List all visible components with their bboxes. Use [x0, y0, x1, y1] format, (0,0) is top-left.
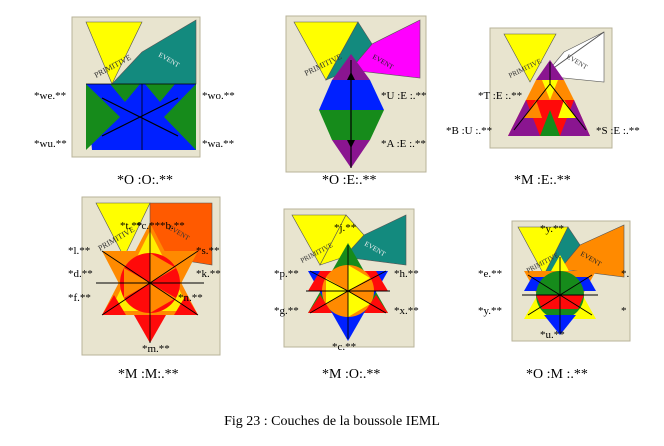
pointer-line: [547, 31, 605, 73]
figure-oe: PRIMITIVE EVENT *U :E :.** *A :E :.** *O…: [220, 0, 444, 195]
yellow-center: [542, 80, 558, 100]
label-t: *t.**: [120, 220, 143, 232]
core-slice: [348, 291, 370, 317]
figure-title: *O :O:.**: [117, 173, 173, 188]
label-n: *n.**: [178, 292, 203, 304]
label-we: *we.**: [34, 90, 67, 102]
radial-lines: [96, 223, 204, 343]
label-g: *g.**: [274, 305, 299, 317]
corner-red: [364, 295, 388, 313]
label-j: *j.**: [334, 222, 357, 234]
label-se: *S :E :.**: [596, 125, 640, 137]
diagram-om: PRIMITIVE EVENT: [511, 220, 631, 342]
label-wo: *wo.**: [202, 90, 235, 102]
core-slice: [150, 283, 176, 313]
label-h: *h.**: [394, 268, 419, 280]
label-c: *c.**: [332, 341, 357, 353]
radial-lines: [306, 245, 390, 339]
diagram-me: PRIMITIVE EVENT: [489, 27, 613, 149]
label-s: *s.**: [196, 245, 220, 257]
orange-left: [524, 100, 542, 118]
figure-caption: Fig 23 : Couches de la boussole IEML: [224, 414, 440, 429]
figure-mo: PRIMITIVE EVENT *j.** *p.** *h.** *g.** …: [240, 195, 440, 393]
green-wedge-top: [110, 84, 140, 102]
diagram-mm: PRIMITIVE EVENT: [81, 196, 221, 356]
label-ue: *U :E :.**: [381, 90, 427, 102]
corner-red: [308, 295, 332, 313]
label-y: *y.**: [478, 305, 503, 317]
label-c: *c.**: [136, 220, 161, 232]
diagram-mo: PRIMITIVE EVENT: [283, 208, 415, 348]
arrow-head: [347, 72, 355, 80]
green-wedge-right: [164, 84, 196, 150]
primitive-triangle: [503, 33, 557, 83]
arrow-line: [513, 83, 551, 131]
label-wu: *wu.**: [34, 138, 67, 150]
figure-title: *O :E:.**: [322, 173, 377, 188]
arrow-line: [549, 83, 587, 131]
diagram-oe: PRIMITIVE EVENT: [285, 15, 427, 173]
label-l: *l.**: [68, 245, 91, 257]
label-k: *k.**: [196, 268, 221, 280]
green-center: [540, 110, 560, 136]
arrow-head: [347, 140, 355, 148]
label-p: *p.**: [274, 268, 299, 280]
figure-title: *M :E:.**: [514, 173, 571, 188]
primitive-triangle: [95, 202, 151, 258]
figure-om: PRIMITIVE EVENT *y.** *e.** *. *y.** * *…: [440, 195, 664, 393]
figure-mm: PRIMITIVE EVENT *t.** *c.** *b.** *l.** …: [0, 195, 240, 393]
core-slice: [348, 265, 370, 291]
label-e: *e.**: [478, 268, 503, 280]
label-dot: *.: [621, 268, 630, 280]
figure-title: *O :M :.**: [526, 367, 588, 382]
label-te: *T :E :.**: [478, 90, 523, 102]
arrow-line: [101, 97, 179, 137]
core-slice: [150, 253, 176, 283]
primitive-triangle: [85, 21, 143, 85]
label-bu: *B :U :.**: [446, 125, 493, 137]
corner-red: [174, 295, 198, 315]
figure-title: *M :M:.**: [118, 367, 179, 382]
figure-me: PRIMITIVE EVENT *T :E :.** *B :U :.** *S…: [444, 0, 664, 195]
label-d: *d.**: [68, 268, 93, 280]
green-wedge-top-right: [145, 84, 175, 102]
figure-title: *M :O:.**: [322, 367, 381, 382]
label-wa: *wa.**: [202, 138, 235, 150]
diagram-oo: PRIMITIVE EVENT: [71, 16, 201, 158]
figure-oo: PRIMITIVE EVENT *we.** *wo.** *wu.** *wa…: [0, 0, 235, 195]
label-ae: *A :E :.**: [381, 138, 426, 150]
label-m: *m.**: [142, 343, 170, 355]
label-x: *x.**: [394, 305, 419, 317]
yellow-right: [558, 100, 576, 118]
label-u: *u.**: [540, 329, 565, 341]
label-f: *f.**: [68, 292, 91, 304]
label-y-top: *y.**: [540, 223, 565, 235]
radial-lines: [522, 257, 598, 333]
corner-red: [102, 295, 126, 315]
label-star: *: [621, 305, 627, 317]
label-b: *b.**: [160, 220, 185, 232]
green-wedge-left: [86, 84, 120, 150]
